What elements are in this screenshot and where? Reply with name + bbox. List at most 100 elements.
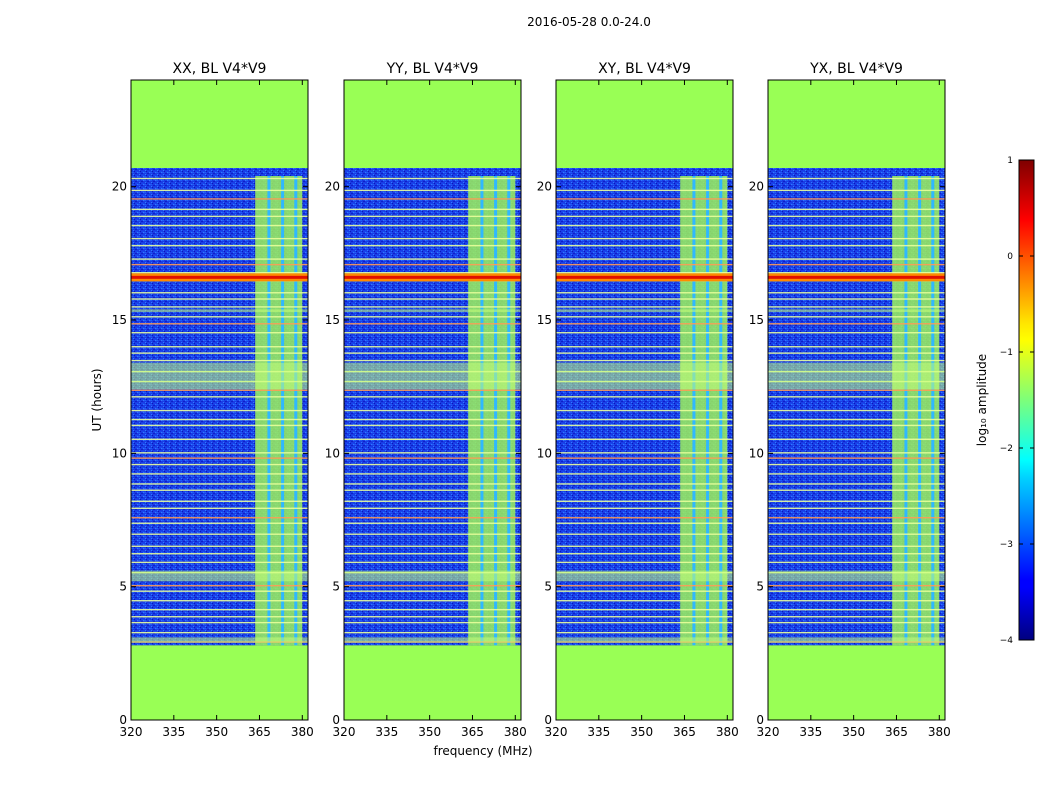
flag-line xyxy=(768,517,945,519)
x-tick-label: 335 xyxy=(375,725,398,739)
flag-line xyxy=(131,553,308,555)
flag-line xyxy=(768,553,945,555)
flag-line xyxy=(556,500,733,502)
flag-line xyxy=(556,621,733,624)
y-tick-label: 10 xyxy=(325,446,340,460)
flag-line xyxy=(556,457,733,459)
flag-line xyxy=(131,545,308,547)
flag-line xyxy=(131,483,308,485)
x-tick-label: 320 xyxy=(545,725,568,739)
flag-line xyxy=(344,600,521,602)
flag-line xyxy=(768,457,945,459)
flag-line xyxy=(556,584,733,587)
flag-line xyxy=(344,424,521,427)
flag-line xyxy=(344,306,521,308)
flag-line xyxy=(131,561,308,564)
y-tick-label: 20 xyxy=(112,180,127,194)
y-tick-label: 20 xyxy=(325,180,340,194)
flag-line xyxy=(556,198,733,200)
rfi-core xyxy=(131,275,308,279)
flag-line xyxy=(344,553,521,555)
flag-line xyxy=(768,600,945,602)
flag-line xyxy=(344,608,521,611)
flag-line xyxy=(768,198,945,200)
flag-line xyxy=(556,189,733,192)
flag-line xyxy=(768,263,945,266)
flag-line xyxy=(556,517,733,519)
flag-line xyxy=(344,561,521,564)
panel-4: YX, BL V4*V9 320 335 350 365 380 0 5 10 15 20 xyxy=(749,61,951,739)
flag-line xyxy=(556,298,733,300)
x-tick-label: 320 xyxy=(120,725,143,739)
y-tick-label: 15 xyxy=(325,313,340,327)
flag-line xyxy=(344,463,521,466)
flag-line xyxy=(344,483,521,485)
flag-line xyxy=(344,418,521,421)
flag-line xyxy=(556,346,733,348)
flag-band xyxy=(131,309,308,312)
flag-line xyxy=(556,533,733,535)
flag-line xyxy=(768,215,945,218)
flag-line xyxy=(556,323,733,325)
flag-line xyxy=(131,457,308,459)
x-tick-label: 320 xyxy=(333,725,356,739)
y-tick-label: 10 xyxy=(112,446,127,460)
flag-line xyxy=(556,631,733,634)
flag-line xyxy=(768,561,945,564)
flag-line xyxy=(768,346,945,348)
flag-band xyxy=(768,637,945,643)
flag-line xyxy=(556,553,733,555)
flag-band xyxy=(344,637,521,643)
flag-band xyxy=(131,362,308,390)
flag-line xyxy=(344,298,521,300)
flag-line xyxy=(131,533,308,535)
flag-band xyxy=(768,362,945,390)
x-tick-label: 365 xyxy=(673,725,696,739)
flag-line xyxy=(768,332,945,334)
colorbar-gradient xyxy=(1018,159,1035,641)
flag-line xyxy=(131,600,308,602)
y-tick-label: 10 xyxy=(537,446,552,460)
flag-line xyxy=(556,316,733,318)
flag-line xyxy=(131,473,308,475)
flag-line xyxy=(556,359,733,362)
flag-line xyxy=(556,483,733,485)
flag-line xyxy=(131,323,308,325)
flag-line xyxy=(556,271,733,274)
x-tick-label: 350 xyxy=(630,725,653,739)
colorbar-tick-label: −2 xyxy=(1000,444,1013,454)
flag-line xyxy=(556,608,733,611)
flag-band xyxy=(344,309,521,312)
axes-frame xyxy=(767,79,946,721)
y-tick-label: 20 xyxy=(749,180,764,194)
flag-line xyxy=(131,584,308,587)
flag-line xyxy=(344,396,521,398)
flag-line xyxy=(131,258,308,260)
flag-line xyxy=(768,418,945,421)
flag-line xyxy=(556,332,733,334)
flag-line xyxy=(344,208,521,211)
flag-line xyxy=(131,271,308,274)
flag-line xyxy=(344,533,521,535)
x-tick-label: 350 xyxy=(842,725,865,739)
flag-line xyxy=(344,316,521,318)
y-axis-label: UT (hours) xyxy=(90,368,104,431)
y-tick-label: 5 xyxy=(756,580,764,594)
flag-line xyxy=(556,489,733,491)
flag-line xyxy=(131,616,308,618)
flag-line xyxy=(556,545,733,547)
flag-line xyxy=(131,292,308,294)
flag-line xyxy=(131,438,308,440)
flag-line xyxy=(131,418,308,421)
x-tick-label: 380 xyxy=(928,725,951,739)
panel-title: XY, BL V4*V9 xyxy=(598,61,691,77)
flag-line xyxy=(556,424,733,427)
flag-line xyxy=(556,590,733,592)
flag-line xyxy=(556,224,733,227)
flag-line xyxy=(344,590,521,592)
flag-line xyxy=(131,177,308,180)
colorbar-tick-label: −3 xyxy=(1000,540,1013,550)
y-tick-label: 5 xyxy=(119,580,127,594)
x-axis-label: frequency (MHz) xyxy=(433,744,532,758)
